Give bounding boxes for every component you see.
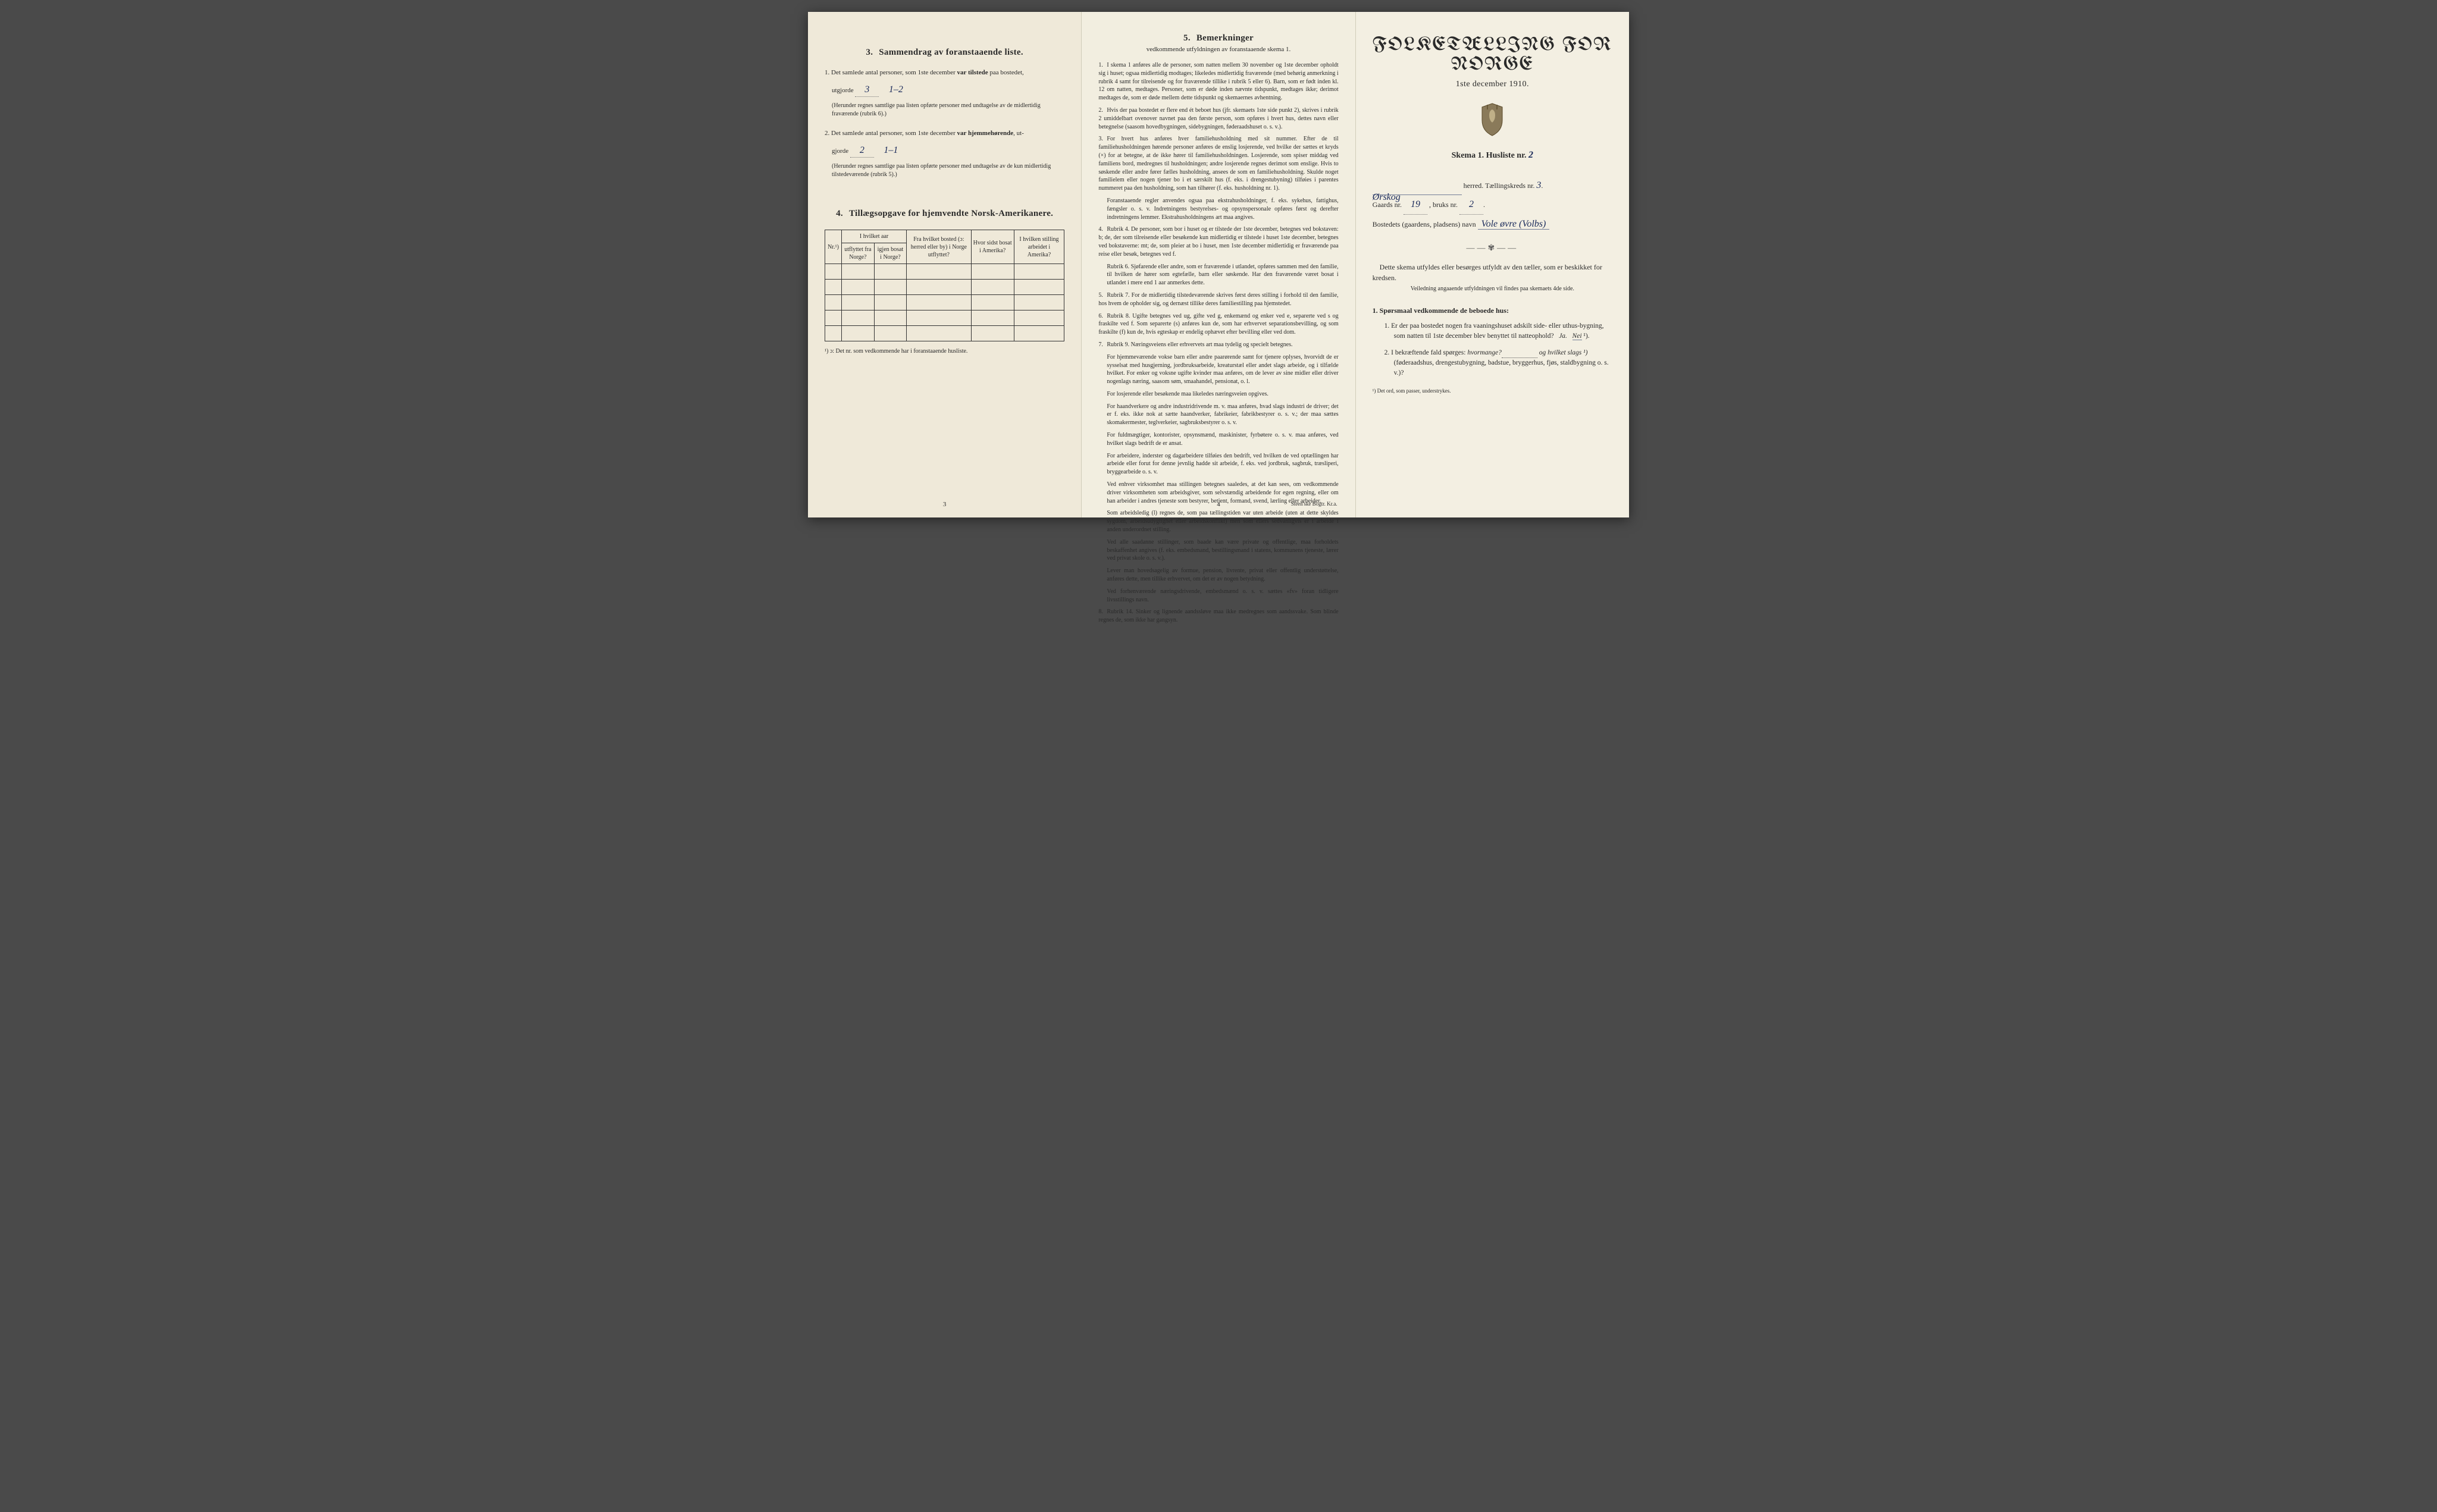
- sec3-item1-line2: utgjorde 3 1–2: [832, 83, 1064, 97]
- table-row: [825, 264, 1064, 280]
- th-bosted: Fra hvilket bosted (ɔ: herred eller by) …: [907, 230, 971, 264]
- header-fields: Ørskog herred. Tællingskreds nr. 3. Gaar…: [1373, 176, 1612, 234]
- bemerk-item: 8.Rubrik 14. Sinker og lignende aandsslø…: [1098, 608, 1338, 625]
- sec3-item1-note: (Herunder regnes samtlige paa listen opf…: [832, 102, 1064, 118]
- document-spread: 3.Sammendrag av foranstaaende liste. 1. …: [808, 12, 1629, 517]
- table-row: [825, 280, 1064, 295]
- bosted-handwritten: Vole øvre (Volbs): [1478, 219, 1550, 230]
- th-aar: I hvilket aar: [842, 230, 907, 243]
- th-igjen: igjen bosat i Norge?: [874, 243, 906, 264]
- husliste-nr: 2: [1528, 150, 1533, 160]
- section-5-subtitle: vedkommende utfyldningen av foranstaaend…: [1098, 46, 1338, 53]
- sec3-item2-line1: 2. Det samlede antal personer, som 1ste …: [825, 129, 1064, 139]
- publisher-line: Steen'ske Bogtr. Kr.a.: [1291, 501, 1337, 507]
- bemerk-sub: Rubrik 6. Sjøfarende eller andre, som er…: [1107, 263, 1338, 287]
- q1-nei: Nei: [1573, 332, 1582, 340]
- page-number-3: 3: [943, 501, 947, 508]
- right-footnote: ¹) Det ord, som passer, understrykes.: [1373, 388, 1612, 394]
- bemerk-sub: For arbeidere, inderster og dagarbeidere…: [1107, 452, 1338, 476]
- bemerk-item: 7.Rubrik 9. Næringsveiens eller erhverve…: [1098, 341, 1338, 349]
- sec3-item2-val2: 1–1: [884, 145, 898, 155]
- sec3-item2-line2: gjorde 2 1–1: [832, 143, 1064, 158]
- th-amerika: Hvor sidst bosat i Amerika?: [971, 230, 1014, 264]
- sec3-item2-note: (Herunder regnes samtlige paa listen opf…: [832, 162, 1064, 179]
- sec3-item2-val1: 2: [850, 143, 874, 158]
- bemerk-sub: For losjerende eller besøkende maa likel…: [1107, 390, 1338, 399]
- instruction-text: Dette skema utfyldes eller besørges utfy…: [1373, 262, 1612, 283]
- questions-heading: 1. Spørsmaal vedkommende de beboede hus:: [1373, 306, 1612, 315]
- census-date: 1ste december 1910.: [1373, 80, 1612, 89]
- instruction-sub: Veiledning angaaende utfyldningen vil fi…: [1373, 286, 1612, 292]
- bemerk-sub: Ved alle saadanne stillinger, som baade …: [1107, 538, 1338, 563]
- table-row: [825, 310, 1064, 326]
- bemerk-sub: Ved forhenværende næringsdrivende, embed…: [1107, 588, 1338, 604]
- bemerk-item: 4.Rubrik 4. De personer, som bor i huset…: [1098, 225, 1338, 258]
- sec3-item1-val1: 3: [855, 83, 879, 97]
- th-utflyttet: utflyttet fra Norge?: [842, 243, 875, 264]
- coat-of-arms-icon: [1373, 102, 1612, 139]
- sec3-item1-val2: 1–2: [889, 84, 903, 95]
- page-4: 5.Bemerkninger vedkommende utfyldningen …: [1082, 12, 1355, 517]
- section-4-title: 4.Tillægsopgave for hjemvendte Norsk-Ame…: [825, 209, 1064, 219]
- herred-handwritten: Ørskog: [1373, 188, 1462, 195]
- bemerk-sub: For fuldmægtiger, kontorister, opsynsmæn…: [1107, 431, 1338, 448]
- bemerk-item: 2.Hvis der paa bostedet er flere end ét …: [1098, 106, 1338, 131]
- bemerk-sub: Foranstaaende regler anvendes ogsaa paa …: [1107, 197, 1338, 221]
- table-row: [825, 295, 1064, 310]
- sec4-footnote: ¹) ɔ: Det nr. som vedkommende har i fora…: [825, 347, 1064, 356]
- page-number-4: 4: [1217, 501, 1220, 508]
- bemerkninger-list: 1.I skema 1 anføres alle de personer, so…: [1098, 61, 1338, 625]
- tillag-table: Nr.¹) I hvilket aar Fra hvilket bosted (…: [825, 230, 1064, 341]
- bemerk-item: 6.Rubrik 8. Ugifte betegnes ved ug, gift…: [1098, 312, 1338, 337]
- section-3-title: 3.Sammendrag av foranstaaende liste.: [825, 48, 1064, 58]
- bemerk-sub: For hjemmeværende vokse barn eller andre…: [1107, 353, 1338, 386]
- th-nr: Nr.¹): [825, 230, 842, 264]
- kreds-nr: 3: [1536, 180, 1541, 190]
- page-cover: FOLKETÆLLING FOR NORGE 1ste december 191…: [1356, 12, 1629, 517]
- question-2: 2. I bekræftende fald spørges: hvormange…: [1384, 348, 1612, 379]
- sec3-item1-line1: 1. Det samlede antal personer, som 1ste …: [825, 68, 1064, 78]
- page-3: 3.Sammendrag av foranstaaende liste. 1. …: [808, 12, 1082, 517]
- q1-ja: Ja.: [1559, 332, 1567, 340]
- table-row: [825, 326, 1064, 341]
- bemerk-item: 1.I skema 1 anføres alle de personer, so…: [1098, 61, 1338, 102]
- bemerk-item: 3.For hvert hus anføres hver familiehush…: [1098, 135, 1338, 193]
- gaards-nr: 19: [1404, 195, 1427, 215]
- ornament-icon: ――✾――: [1373, 243, 1612, 253]
- th-stilling: I hvilken stilling arbeidet i Amerika?: [1014, 230, 1064, 264]
- census-title: FOLKETÆLLING FOR NORGE: [1373, 36, 1612, 75]
- bemerk-item: 5.Rubrik 7. For de midlertidig tilstedev…: [1098, 291, 1338, 308]
- bemerk-sub: Som arbeidsledig (l) regnes de, som paa …: [1107, 509, 1338, 534]
- section-5-title: 5.Bemerkninger: [1098, 33, 1338, 43]
- question-1: 1. Er der paa bostedet nogen fra vaaning…: [1384, 321, 1612, 342]
- bemerk-sub: Lever man hovedsagelig av formue, pensio…: [1107, 567, 1338, 584]
- skema-line: Skema 1. Husliste nr. 2: [1373, 150, 1612, 161]
- bruks-nr: 2: [1459, 195, 1483, 215]
- bemerk-sub: For haandverkere og andre industridriven…: [1107, 403, 1338, 427]
